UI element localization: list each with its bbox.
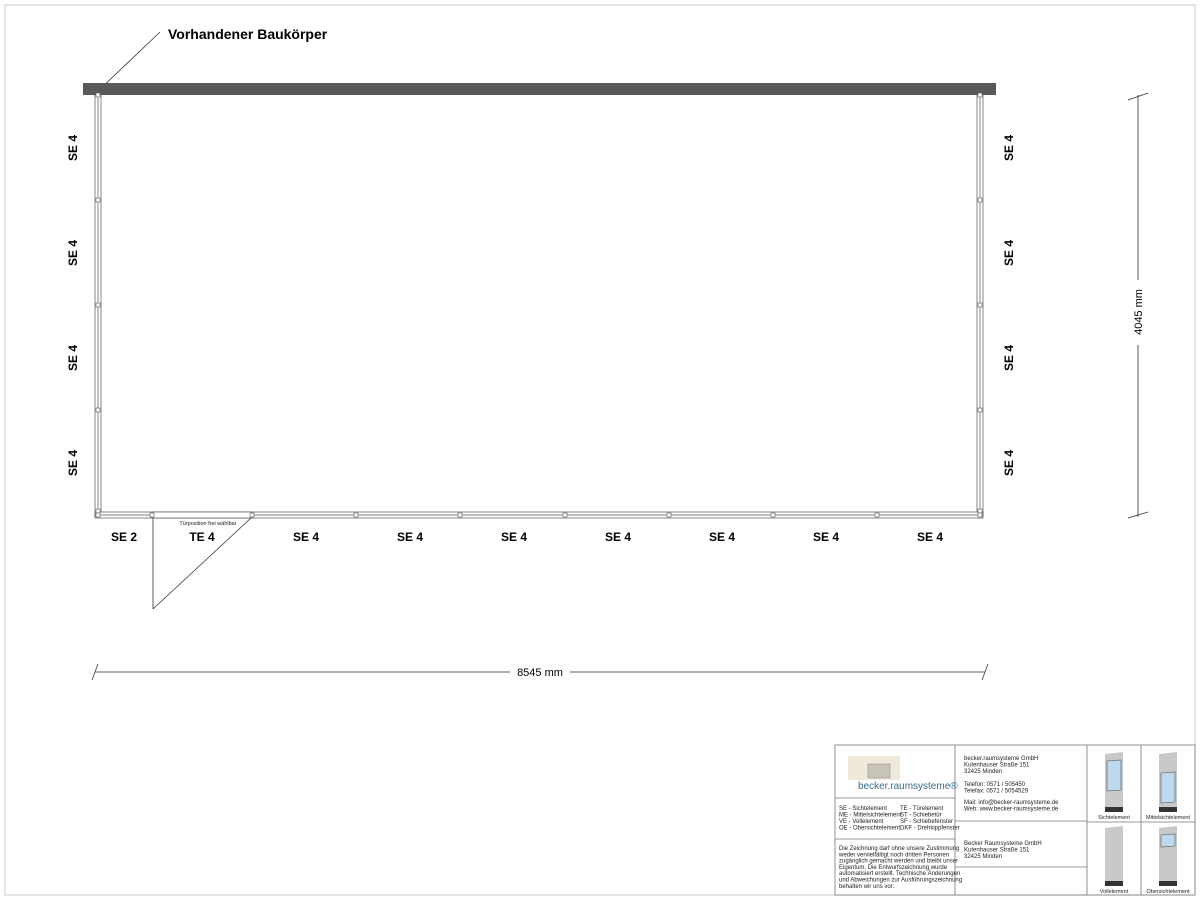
element-label: Obersichtelement [1146, 889, 1190, 895]
contact-line: Telefon: 0571 / 505450 [964, 782, 1026, 788]
disclaimer-line: Die Zeichnung darf ohne unsere Zustimmun… [839, 846, 959, 852]
element-icon-0: Sichtelement [1098, 752, 1130, 821]
wall-joint [977, 512, 983, 518]
element-icons: Sichtelement Mittelsichtelement Vollelemen… [1098, 752, 1190, 895]
wall-label: SE 4 [709, 530, 735, 544]
wall-joint [457, 512, 463, 518]
legend-item: SE - Sichtelement [839, 806, 887, 812]
wall-joint [977, 92, 983, 98]
door-opening [151, 511, 253, 519]
legend-item: DKF - Drehkippfenster [900, 826, 960, 832]
wall-label: SE 4 [66, 450, 80, 476]
logo-text: becker.raumsysteme® [858, 781, 958, 792]
wall-label: SE 4 [397, 530, 423, 544]
depth-dimension-text: 4045 mm [1133, 289, 1145, 335]
company-logo: becker.raumsysteme® [848, 756, 958, 792]
existing-building-label: Vorhandener Baukörper [168, 26, 328, 42]
wall-joint [770, 512, 776, 518]
width-dimension [91, 663, 989, 681]
wall-joint [874, 512, 880, 518]
page-border [4, 4, 1196, 896]
disclaimer-line: behalten wir uns vor. [839, 884, 894, 890]
wall-joint [977, 508, 983, 514]
legend-item: TE - Türelement [900, 806, 944, 812]
element-icon-3: Obersichtelement [1146, 826, 1190, 895]
contact-line: Telefax: 0571 / 5054529 [964, 789, 1029, 795]
element-icon-1: Mittelsichtelement [1146, 752, 1190, 821]
wall-label: SE 4 [66, 345, 80, 371]
wall-joint [95, 92, 101, 98]
wall-joint [977, 302, 983, 308]
element-label: Sichtelement [1098, 815, 1130, 821]
wall-label: TE 4 [189, 530, 215, 544]
disclaimer-line: Eigentum. Die Entwurfszeichnung wurde [839, 865, 948, 871]
wall-label: SE 4 [66, 135, 80, 161]
wall-joint [149, 512, 155, 518]
customer-line: Kutenhauser Straße 151 [964, 848, 1030, 854]
door-swing [152, 517, 252, 610]
wall-joint [95, 508, 101, 514]
company-line: 32425 Minden [964, 769, 1002, 775]
wall-label: SE 4 [605, 530, 631, 544]
legend-item: OE - Obersichtelement [839, 826, 900, 832]
wall-label: SE 4 [501, 530, 527, 544]
wall-joint [353, 512, 359, 518]
disclaimer-line: zugänglich gemacht werden und bleibt uns… [839, 859, 958, 865]
customer-line: Becker Raumsysteme GmbH [964, 841, 1042, 847]
element-label: Vollelement [1100, 889, 1129, 895]
wall-label: SE 4 [1002, 135, 1016, 161]
wall-label: SE 4 [1002, 345, 1016, 371]
left-wall-labels: SE 4 SE 4 SE 4 SE 4 [66, 135, 80, 476]
wall-label: SE 4 [917, 530, 943, 544]
door-note: Türposition frei wählbar [179, 521, 236, 527]
wall-joint [666, 512, 672, 518]
wall-joint [95, 407, 101, 413]
wall-joint [977, 407, 983, 413]
wall-joint [95, 302, 101, 308]
disclaimer-line: weder vervielfältigt noch dritten Person… [838, 852, 949, 858]
disclaimer-line: automatisiert erstellt. Technische Änder… [839, 870, 960, 877]
legend-item: ST - Schiebetür [900, 813, 942, 819]
bottom-wall-labels: SE 2 TE 4 SE 4 SE 4 SE 4 SE 4 SE 4 SE 4 SE 4 [111, 530, 943, 544]
wall-label: SE 4 [66, 240, 80, 266]
wall-joint [562, 512, 568, 518]
customer-line: 32425 Minden [964, 854, 1002, 860]
legend-item: SF - Schiebefenster [900, 819, 953, 825]
leader-line [96, 31, 161, 93]
element-label: Mittelsichtelement [1146, 815, 1190, 821]
element-icon-2: Vollelement [1100, 826, 1129, 895]
wall-label: SE 4 [1002, 240, 1016, 266]
wall-joint [977, 197, 983, 203]
web-line: Web: www.becker-raumsysteme.de [964, 807, 1059, 813]
company-line: becker.raumsysteme GmbH [964, 756, 1038, 762]
right-wall-labels: SE 4 SE 4 SE 4 SE 4 [1002, 135, 1016, 476]
wall-joint [249, 512, 255, 518]
wall-joint [95, 197, 101, 203]
wall-label: SE 4 [293, 530, 319, 544]
legend-item: VE - Vollelement [839, 819, 884, 825]
walls [94, 94, 984, 519]
title-block [834, 744, 1196, 896]
existing-building [83, 83, 996, 95]
depth-dimension [1127, 92, 1149, 519]
wall-joint [95, 512, 101, 518]
legend-item: ME - Mittelsichtelement [839, 813, 902, 819]
wall-label: SE 4 [1002, 450, 1016, 476]
width-dimension-text: 8545 mm [517, 667, 563, 679]
wall-label: SE 4 [813, 530, 839, 544]
company-line: Kutenhauser Straße 151 [964, 763, 1030, 769]
disclaimer-line: und Abweichungen zur Ausführungszeichnun… [839, 878, 962, 884]
wall-joints [95, 92, 983, 518]
wall-label: SE 2 [111, 530, 137, 544]
web-line: Mail: info@becker-raumsysteme.de [964, 800, 1059, 806]
